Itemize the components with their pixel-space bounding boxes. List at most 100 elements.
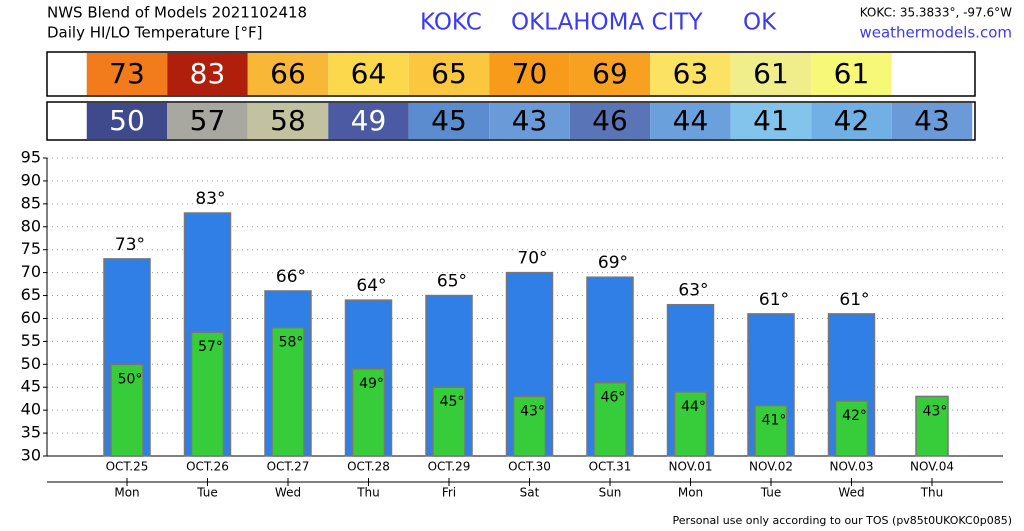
weekday-label: Tue	[196, 486, 218, 500]
table-cell	[891, 103, 973, 139]
table-cell	[167, 53, 248, 95]
hi-label: 70°	[517, 249, 547, 269]
table-cell	[408, 103, 490, 139]
lo-label: 41°	[762, 413, 787, 429]
y-tick-label: 50	[21, 354, 41, 373]
source: NWS Blend of Models 2021102418	[47, 4, 307, 22]
x-tick-label: OCT.27	[267, 460, 310, 474]
table-value: 43	[512, 104, 548, 137]
table-value: 50	[109, 104, 145, 137]
subtitle: Daily HI/LO Temperature [°F]	[47, 24, 263, 42]
lo-label: 43°	[520, 403, 545, 419]
y-tick-label: 75	[21, 239, 41, 258]
y-tick-label: 95	[21, 148, 41, 167]
table-value: 83	[190, 57, 226, 90]
y-tick-label: 65	[21, 285, 41, 304]
hi-label: 69°	[598, 253, 628, 273]
lo-bar	[271, 326, 305, 457]
lo-bar	[512, 395, 547, 457]
y-tick-label: 35	[21, 423, 41, 442]
lo-label: 49°	[359, 376, 384, 392]
lo-bar	[834, 400, 869, 457]
table-cell	[247, 53, 329, 95]
weekday-label: Wed	[275, 486, 301, 500]
table-value: 63	[673, 57, 709, 90]
table-cell	[569, 103, 651, 139]
hi-label: 83°	[195, 189, 225, 209]
table-value: 43	[914, 104, 950, 137]
x-tick-label: OCT.28	[347, 460, 390, 474]
station: KOKC	[420, 10, 482, 36]
hi-label: 61°	[759, 290, 789, 310]
lo-label: 44°	[681, 399, 706, 415]
y-tick-label: 40	[21, 400, 41, 419]
table-cell	[86, 103, 168, 139]
lo-bar	[351, 368, 386, 457]
lo-label: 50°	[118, 371, 143, 387]
table-cell	[650, 103, 731, 139]
hi-label: 65°	[437, 272, 467, 292]
weekday-label: Thu	[356, 486, 380, 500]
table-value: 44	[673, 104, 709, 137]
lo-bar	[593, 381, 627, 457]
lo-bar	[754, 404, 788, 457]
table-cell	[86, 53, 168, 95]
y-tick-label: 90	[21, 170, 41, 189]
table-value: 64	[351, 57, 387, 90]
table-cell	[650, 53, 731, 95]
y-tick-label: 85	[21, 193, 41, 212]
lo-bar	[190, 331, 225, 457]
table-value: 58	[270, 104, 306, 137]
x-tick-label: NOV.03	[830, 460, 874, 474]
y-tick-label: 60	[21, 308, 41, 327]
table-cell	[730, 103, 812, 139]
weekday-label: Wed	[838, 486, 864, 500]
hi-label: 63°	[678, 281, 708, 301]
table-cell	[811, 103, 892, 139]
table-cell	[408, 53, 490, 95]
table-cell	[811, 53, 892, 95]
table-value: 66	[270, 57, 306, 90]
x-tick-label: OCT.25	[106, 460, 149, 474]
hi-label: 61°	[839, 290, 869, 310]
y-tick-label: 80	[21, 216, 41, 235]
lo-bar	[915, 395, 949, 457]
weekday-label: Thu	[920, 486, 944, 500]
hi-label: 64°	[356, 276, 386, 296]
table-cell	[489, 53, 570, 95]
table-value: 73	[109, 57, 145, 90]
x-tick-label: NOV.01	[669, 460, 713, 474]
y-tick-label: 55	[21, 331, 41, 350]
x-tick-label: NOV.04	[910, 460, 954, 474]
weekday-label: Sun	[599, 486, 622, 500]
lo-bar	[110, 363, 144, 457]
table-cell	[328, 53, 409, 95]
weekday-label: Sat	[520, 486, 540, 500]
table-value: 46	[592, 104, 628, 137]
table-cell	[569, 53, 651, 95]
lo-label: 45°	[440, 394, 465, 410]
y-tick-label: 30	[21, 446, 41, 465]
table-cell	[489, 103, 570, 139]
x-tick-label: OCT.31	[589, 460, 632, 474]
table-value: 49	[351, 104, 387, 137]
table-value: 61	[753, 57, 789, 90]
lo-label: 57°	[198, 339, 223, 355]
table-value: 41	[753, 104, 789, 137]
table-value: 45	[431, 104, 467, 137]
footer: Personal use only according to our TOS (…	[673, 514, 1012, 527]
hi-label: 73°	[115, 235, 145, 255]
table-cell	[730, 53, 812, 95]
table-cell	[247, 103, 329, 139]
city: OKLAHOMA CITY	[511, 10, 703, 36]
x-tick-label: OCT.29	[428, 460, 471, 474]
table-cell	[167, 103, 248, 139]
y-tick-label: 45	[21, 377, 41, 396]
weekday-label: Fri	[442, 486, 456, 500]
table-value: 42	[834, 104, 870, 137]
lo-bar	[673, 391, 708, 457]
weekday-label: Tue	[760, 486, 782, 500]
table-cell	[328, 103, 409, 139]
y-tick-label: 70	[21, 262, 41, 281]
